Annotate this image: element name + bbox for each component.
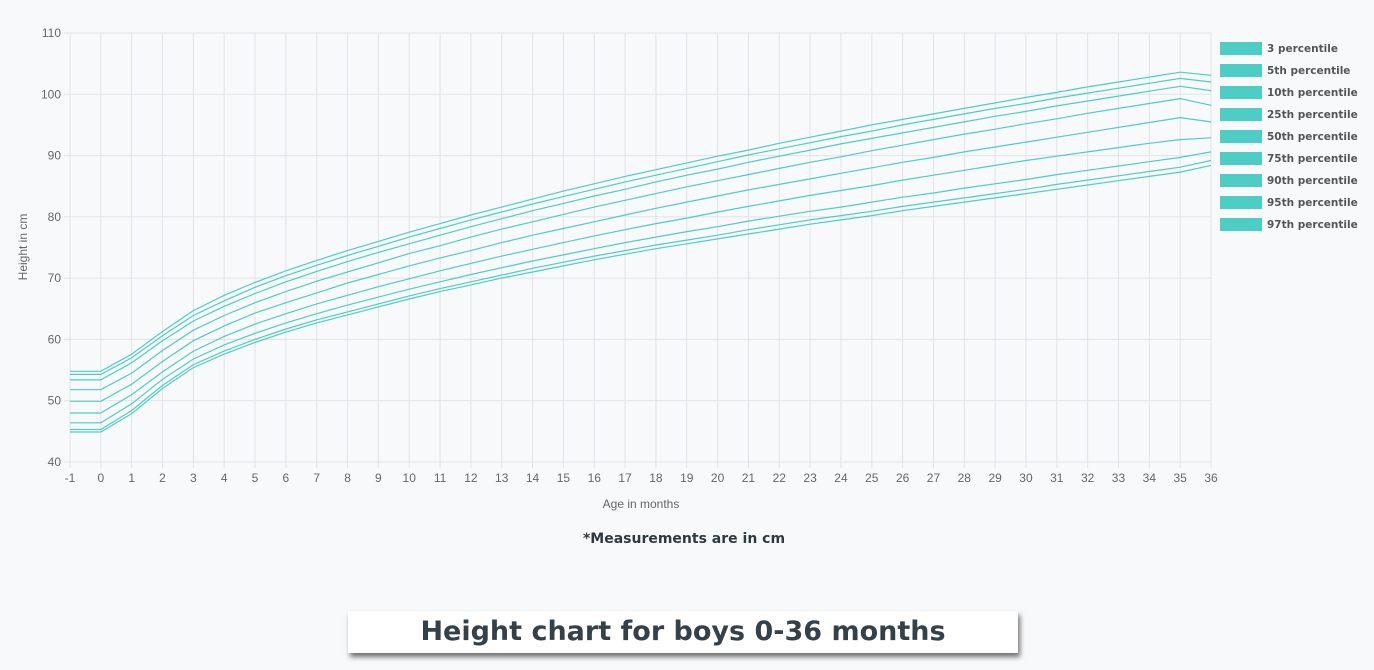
chart-grid bbox=[64, 32, 1212, 468]
series-line-5 bbox=[70, 116, 1212, 402]
x-tick-label: 16 bbox=[588, 471, 602, 485]
series-line-4 bbox=[70, 137, 1212, 414]
y-tick-label: 40 bbox=[48, 455, 62, 469]
series-line-8 bbox=[70, 77, 1212, 375]
legend-swatch[interactable] bbox=[1220, 130, 1262, 143]
x-tick-label: 29 bbox=[988, 471, 1002, 485]
x-tick-label: 2 bbox=[159, 471, 166, 485]
x-tick-label: 15 bbox=[557, 471, 571, 485]
x-tick-label: 22 bbox=[773, 471, 787, 485]
chart-lines bbox=[70, 71, 1212, 433]
y-tick-label: 110 bbox=[42, 26, 61, 40]
series-line-6 bbox=[70, 97, 1212, 391]
x-tick-label: 33 bbox=[1112, 471, 1126, 485]
legend-label[interactable]: 97th percentile bbox=[1267, 219, 1358, 231]
legend-label[interactable]: 90th percentile bbox=[1267, 175, 1358, 187]
legend-swatch[interactable] bbox=[1220, 64, 1262, 77]
x-tick-label: 18 bbox=[649, 471, 663, 485]
x-tick-label: 24 bbox=[834, 471, 848, 485]
x-tick-label: 31 bbox=[1050, 471, 1064, 485]
x-tick-label: 27 bbox=[927, 471, 941, 485]
y-tick-label: 50 bbox=[48, 394, 62, 408]
y-tick-label: 80 bbox=[48, 210, 62, 224]
x-tick-label: 0 bbox=[97, 471, 104, 485]
legend-label[interactable]: 75th percentile bbox=[1267, 153, 1358, 165]
x-tick-label: 12 bbox=[464, 471, 478, 485]
legend-label[interactable]: 50th percentile bbox=[1267, 131, 1358, 143]
x-tick-label: 28 bbox=[958, 471, 972, 485]
x-tick-label: 7 bbox=[313, 471, 320, 485]
legend-swatch[interactable] bbox=[1220, 42, 1262, 55]
chart-legend[interactable]: 3 percentile 5th percentile 10th percentil… bbox=[1220, 42, 1358, 231]
series-line-9 bbox=[70, 71, 1212, 372]
legend-swatch[interactable] bbox=[1220, 86, 1262, 99]
x-tick-label: 5 bbox=[252, 471, 259, 485]
legend-swatch[interactable] bbox=[1220, 196, 1262, 209]
legend-swatch[interactable] bbox=[1220, 152, 1262, 165]
legend-label[interactable]: 10th percentile bbox=[1267, 87, 1358, 99]
chart-title-banner: Height chart for boys 0-36 months bbox=[348, 611, 1018, 653]
x-tick-label: 13 bbox=[495, 471, 509, 485]
height-chart: -1 0 1 2 3 4 5 6 7 8 9 10 11 12 13 14 15 16 17 18 19 20 21 22 23… bbox=[16, 26, 1358, 511]
y-tick-label: 90 bbox=[48, 149, 62, 163]
y-tick-label: 70 bbox=[48, 271, 62, 285]
x-tick-label: 30 bbox=[1019, 471, 1033, 485]
x-tick-label: 36 bbox=[1204, 471, 1218, 485]
series-line-2 bbox=[70, 159, 1212, 431]
y-tick-label: 60 bbox=[48, 332, 62, 346]
x-tick-label: 17 bbox=[618, 471, 632, 485]
x-tick-label: 34 bbox=[1143, 471, 1157, 485]
x-tick-label: 21 bbox=[742, 471, 756, 485]
x-tick-label: 4 bbox=[221, 471, 228, 485]
x-tick-label: 6 bbox=[283, 471, 290, 485]
legend-swatch[interactable] bbox=[1220, 218, 1262, 231]
legend-swatch[interactable] bbox=[1220, 174, 1262, 187]
x-tick-label: 32 bbox=[1081, 471, 1095, 485]
x-tick-label: 25 bbox=[865, 471, 879, 485]
x-tick-label: 10 bbox=[403, 471, 417, 485]
x-tick-label: 26 bbox=[896, 471, 910, 485]
legend-label[interactable]: 95th percentile bbox=[1267, 197, 1358, 209]
axis-ticks: -1 0 1 2 3 4 5 6 7 8 9 10 11 12 13 14 15 16 17 18 19 20 21 22 23… bbox=[41, 26, 1218, 485]
x-axis-title: Age in months bbox=[603, 497, 680, 511]
series-line-3 bbox=[70, 151, 1212, 424]
x-tick-label: 8 bbox=[344, 471, 351, 485]
series-line-1 bbox=[70, 164, 1212, 433]
legend-swatch[interactable] bbox=[1220, 108, 1262, 121]
x-tick-label: 20 bbox=[711, 471, 725, 485]
x-tick-label: 1 bbox=[128, 471, 135, 485]
y-tick-label: 100 bbox=[41, 87, 61, 101]
legend-label[interactable]: 5th percentile bbox=[1267, 65, 1350, 77]
x-tick-label: 23 bbox=[803, 471, 817, 485]
legend-label[interactable]: 25th percentile bbox=[1267, 109, 1358, 121]
x-tick-label: 9 bbox=[375, 471, 382, 485]
x-tick-label: 11 bbox=[434, 471, 447, 485]
x-tick-label: 19 bbox=[680, 471, 694, 485]
legend-label[interactable]: 3 percentile bbox=[1267, 43, 1338, 55]
y-axis-title: Height in cm bbox=[16, 214, 30, 281]
x-tick-label: 3 bbox=[190, 471, 197, 485]
x-tick-label: -1 bbox=[65, 471, 76, 485]
measurement-note: *Measurements are in cm bbox=[582, 531, 786, 547]
x-tick-label: 14 bbox=[526, 471, 540, 485]
series-line-7 bbox=[70, 85, 1212, 381]
x-tick-label: 35 bbox=[1173, 471, 1187, 485]
